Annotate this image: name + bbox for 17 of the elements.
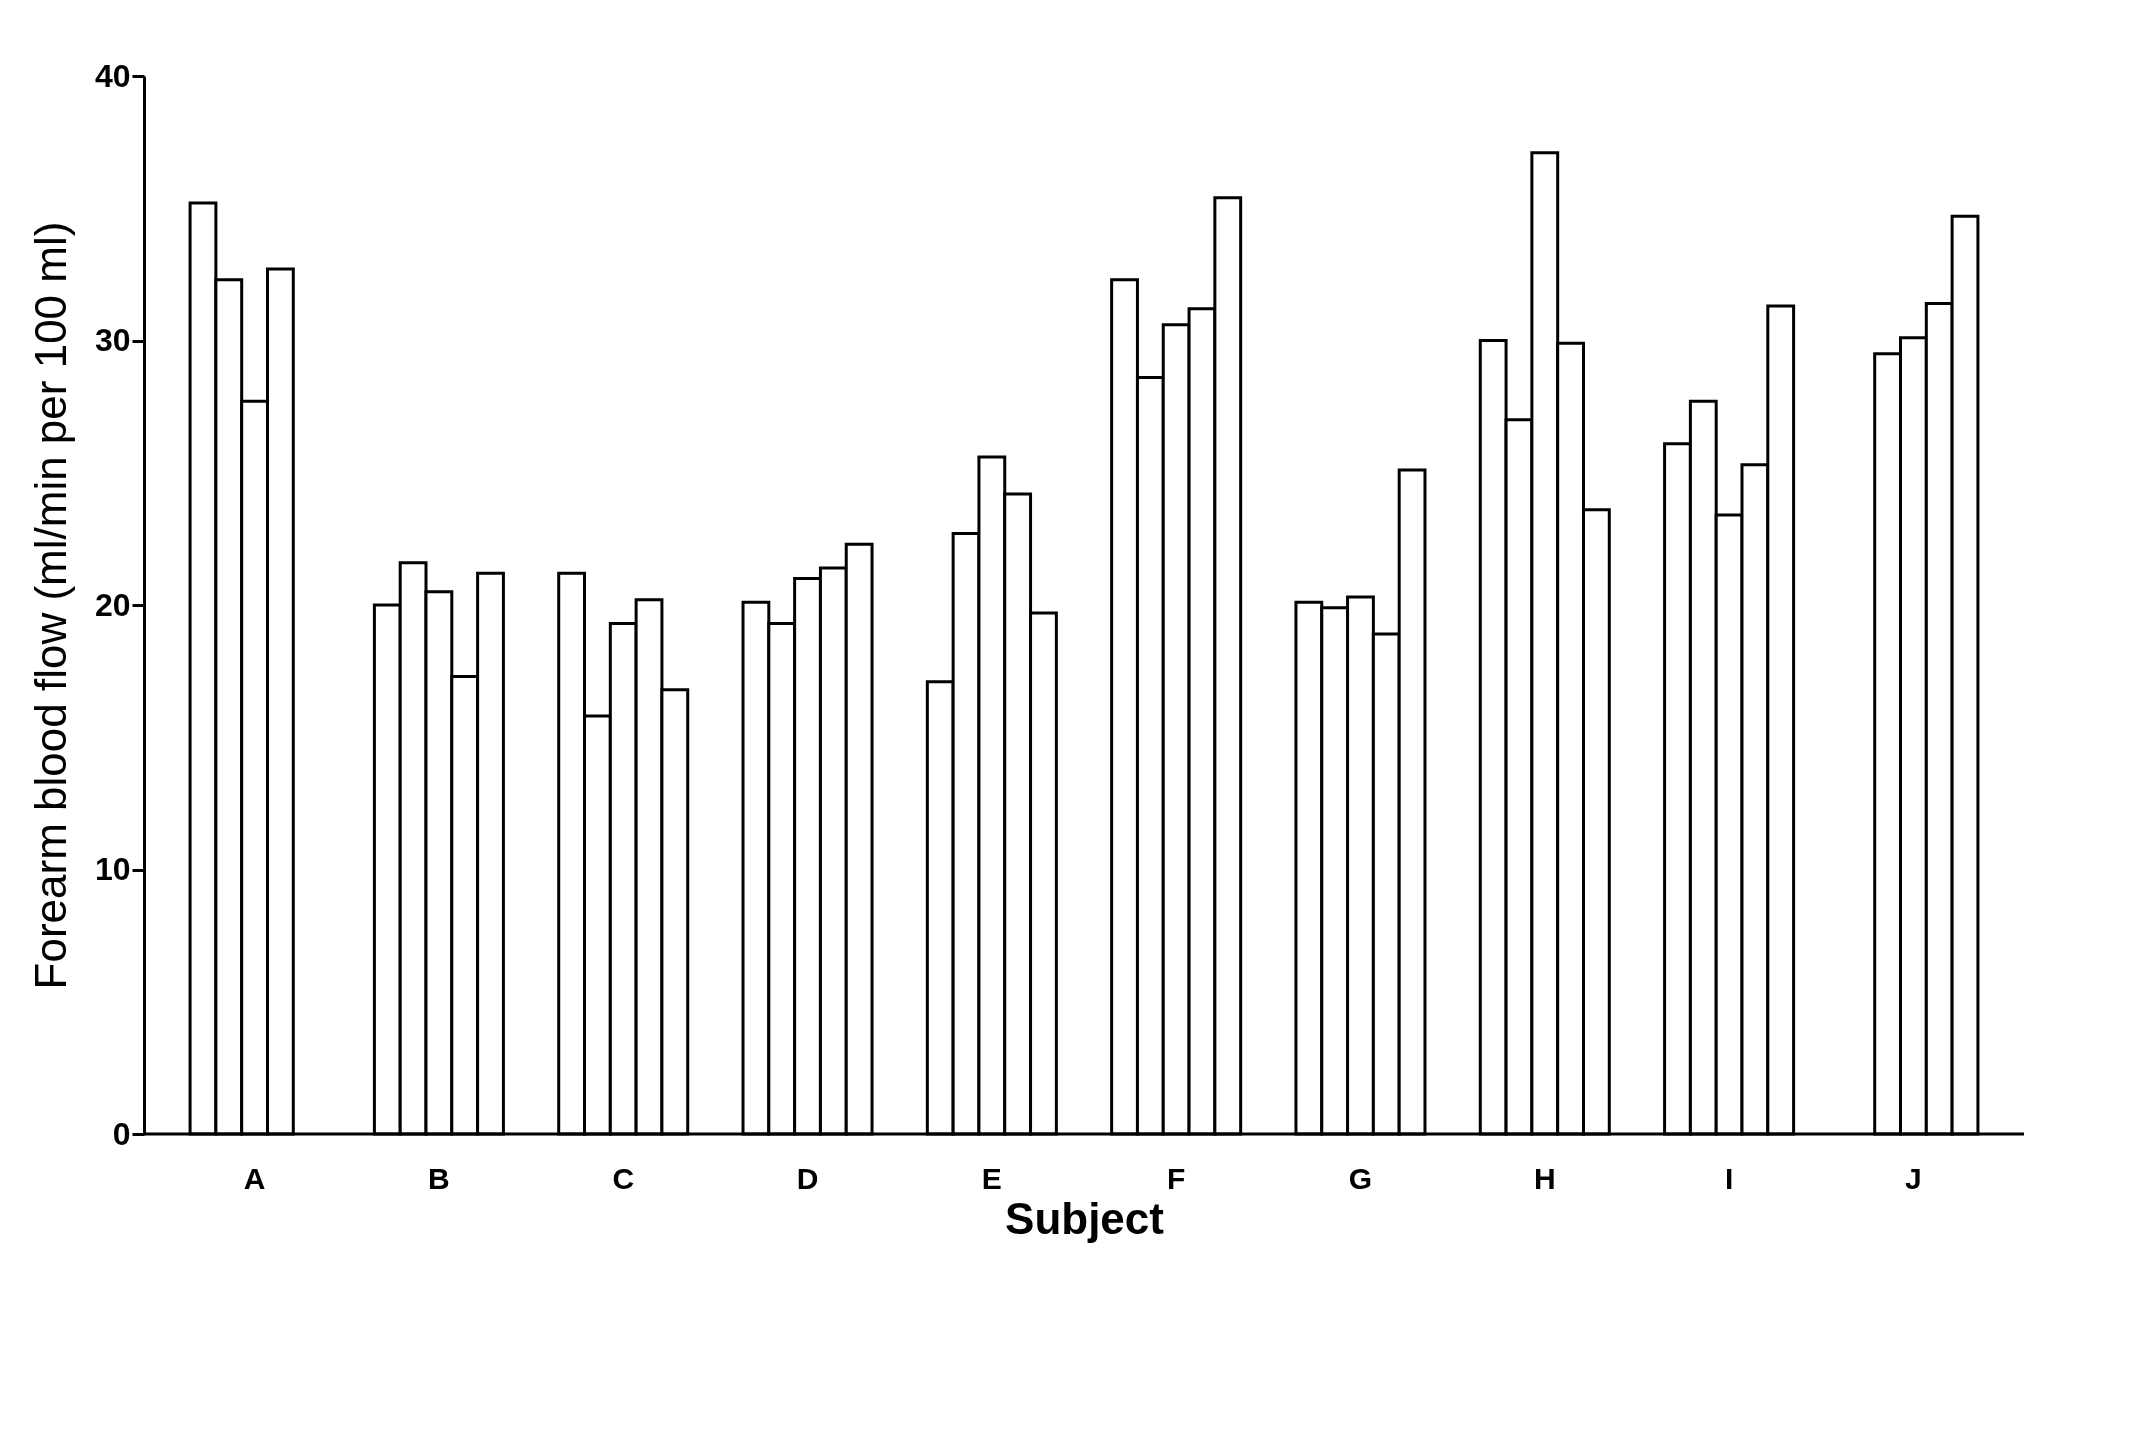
x-tick-label: I (1724, 1161, 1734, 1195)
x-axis-title: Subject (1005, 1193, 1165, 1243)
y-tick-label: 0 (112, 1115, 131, 1152)
x-tick-label: C (612, 1161, 635, 1195)
x-tick-label: B (428, 1161, 450, 1195)
x-tick-label: E (981, 1161, 1002, 1195)
x-tick-label: G (1348, 1161, 1373, 1195)
x-tick-label: A (243, 1161, 266, 1195)
x-tick-label: H (1533, 1161, 1556, 1195)
y-tick-label: 40 (94, 57, 131, 94)
y-tick-label: 20 (94, 586, 131, 623)
y-tick-label: 10 (94, 851, 131, 887)
x-tick-label: J (1905, 1161, 1922, 1195)
x-tick-label: F (1166, 1161, 1186, 1195)
y-tick-label: 30 (94, 322, 131, 358)
y-axis-title: Forearm blood flow (ml/min per 100 ml) (25, 221, 75, 990)
x-tick-label: D (796, 1161, 819, 1195)
